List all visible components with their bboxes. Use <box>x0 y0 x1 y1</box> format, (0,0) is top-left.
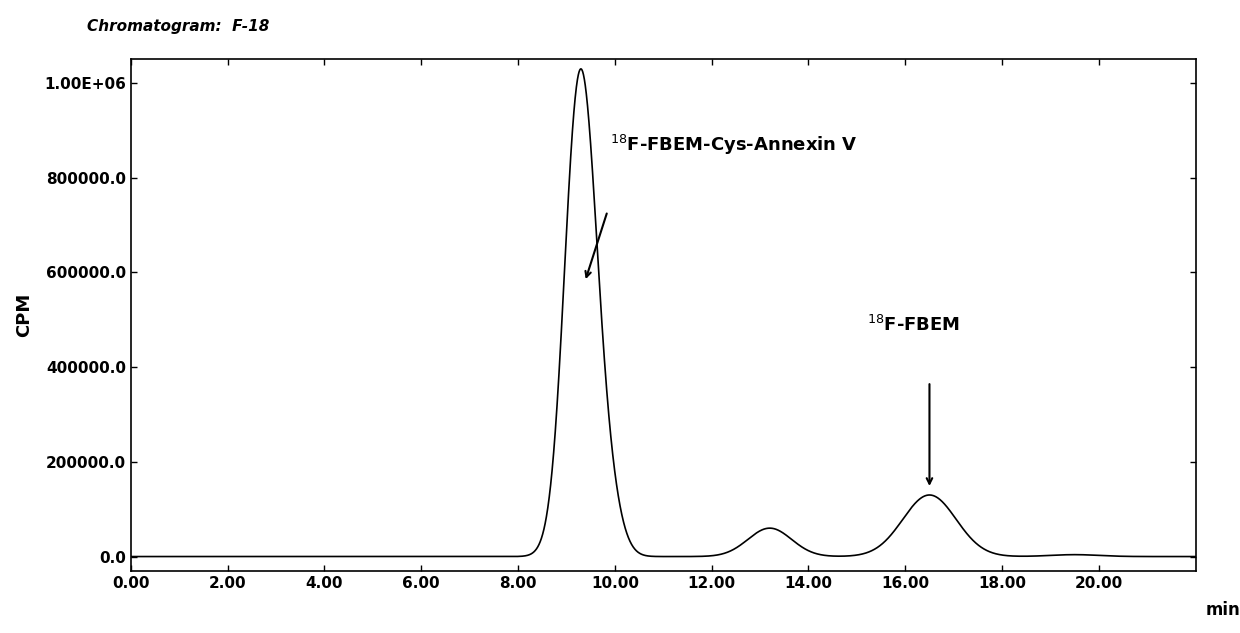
X-axis label: mins: mins <box>1205 601 1240 620</box>
Text: $^{18}$F-FBEM: $^{18}$F-FBEM <box>867 315 960 335</box>
Y-axis label: CPM: CPM <box>15 293 33 337</box>
Text: Chromatogram:  F-18: Chromatogram: F-18 <box>87 19 269 34</box>
Text: $^{18}$F-FBEM-Cys-Annexin V: $^{18}$F-FBEM-Cys-Annexin V <box>610 132 858 156</box>
